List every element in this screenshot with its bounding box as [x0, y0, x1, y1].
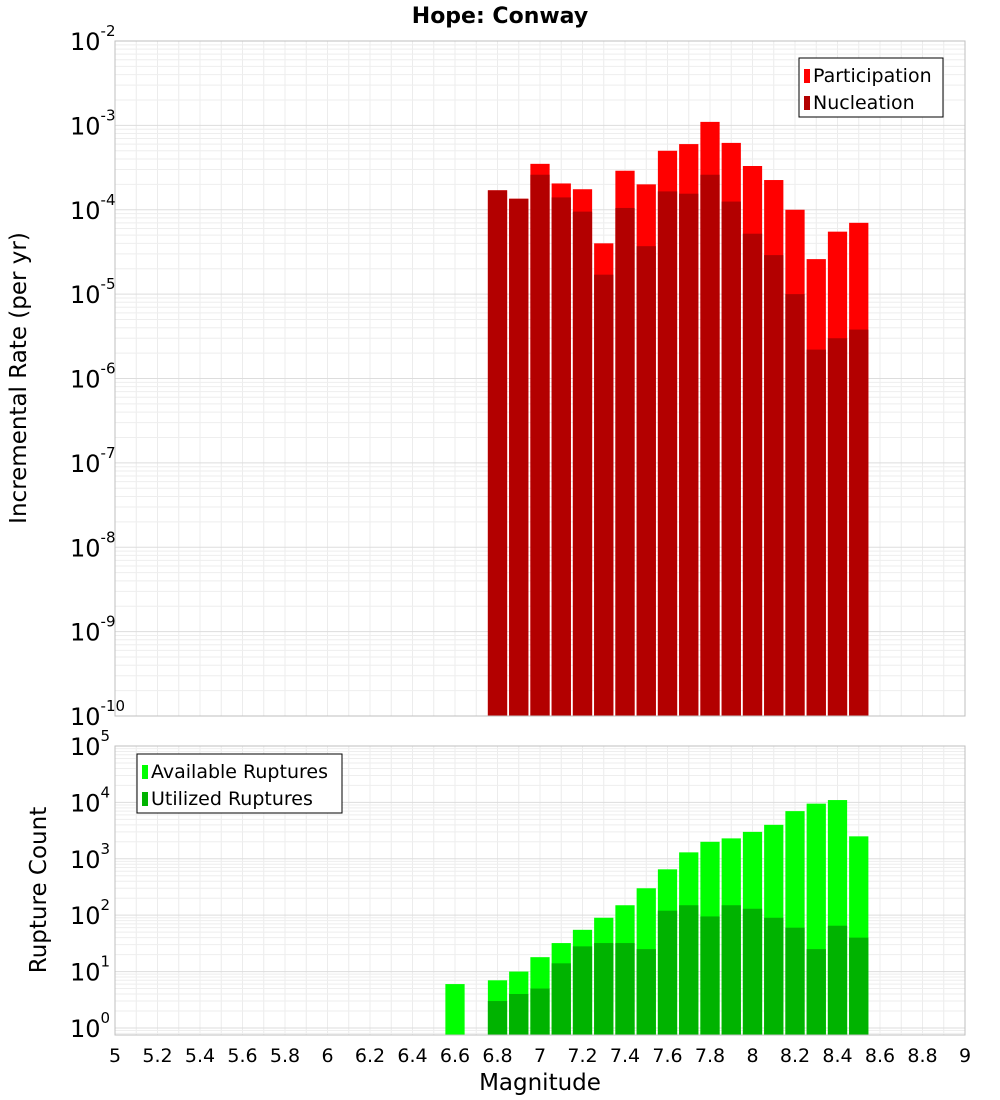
bottom-legend-swatch	[142, 765, 148, 779]
bottom-bar-secondary	[551, 963, 571, 1035]
top-bar-secondary	[742, 233, 763, 716]
x-tick-label: 9	[959, 1045, 971, 1067]
x-tick-label: 5.2	[142, 1045, 172, 1067]
x-tick-label: 5	[109, 1045, 121, 1067]
top-bar-secondary	[615, 207, 635, 716]
top-bar-secondary	[806, 349, 826, 716]
bottom-bar-secondary	[849, 937, 869, 1035]
bottom-legend-box	[136, 753, 343, 814]
top-bar-secondary	[572, 211, 593, 716]
bottom-legend-label: Utilized Ruptures	[151, 788, 313, 810]
top-bar-secondary	[849, 329, 869, 716]
bottom-bar-secondary	[764, 917, 784, 1035]
x-tick-label: 8.6	[865, 1045, 895, 1067]
bottom-bar-secondary	[509, 994, 529, 1035]
top-bar-secondary	[657, 191, 678, 717]
top-bar-secondary	[785, 294, 805, 716]
bottom-bar-secondary	[742, 908, 763, 1035]
bottom-plot-area: 100 101 102 103 104 105 5 5.2 5.4 5.6 5.8 6 6.2 6.4 6.…	[70, 727, 971, 1067]
x-tick-label: 8.2	[780, 1045, 810, 1067]
bottom-bar-secondary	[721, 905, 741, 1035]
x-tick-label: 5.8	[270, 1045, 300, 1067]
x-tick-label: 6.6	[440, 1045, 470, 1067]
bottom-bar-secondary	[594, 943, 614, 1035]
chart-title: Hope: Conway	[412, 4, 588, 29]
bottom-y-tick-label: 105	[70, 727, 110, 761]
top-y-tick-label: 10-2	[70, 22, 116, 56]
top-bar-secondary	[594, 274, 614, 716]
bottom-bar-secondary	[827, 925, 848, 1035]
bottom-y-tick-label: 102	[70, 896, 110, 930]
bottom-bar-secondary	[572, 946, 593, 1035]
top-bar-secondary	[764, 255, 784, 716]
bottom-y-axis-label: Rupture Count	[26, 807, 52, 973]
bottom-legend-label: Available Ruptures	[151, 761, 328, 783]
x-tick-label: 8.4	[822, 1045, 852, 1067]
top-legend-box	[798, 57, 944, 118]
bottom-bar-secondary	[530, 988, 550, 1035]
top-y-tick-label: 10-9	[70, 613, 116, 647]
bottom-bar-secondary	[679, 905, 699, 1035]
top-bar-secondary	[679, 193, 699, 716]
top-plot-area: 10-10 10-9 10-8 10-7 10-6 10-5 10-4 10-3 10-2 Par…	[70, 22, 966, 731]
top-legend-swatch	[804, 69, 810, 83]
bottom-legend-swatch	[142, 792, 148, 806]
top-plot-frame	[114, 40, 966, 717]
x-tick-label: 7.8	[695, 1045, 725, 1067]
top-bar-secondary	[509, 198, 529, 717]
top-legend-label: Participation	[813, 65, 932, 87]
x-tick-label: 7.4	[610, 1045, 640, 1067]
top-legend-label: Nucleation	[813, 92, 915, 114]
bottom-plot-frame	[114, 745, 966, 1036]
x-tick-label: 7.6	[652, 1045, 682, 1067]
top-legend-swatch	[804, 96, 810, 110]
bottom-y-tick-label: 101	[70, 953, 110, 987]
bottom-bar-secondary	[636, 949, 656, 1035]
x-tick-label: 8	[746, 1045, 758, 1067]
bottom-bar-secondary	[615, 943, 635, 1035]
bottom-bar-secondary	[806, 949, 826, 1035]
top-bar-secondary	[636, 246, 656, 716]
bottom-bar-primary	[445, 984, 465, 1035]
bottom-y-tick-label: 100	[70, 1009, 110, 1043]
top-bar-secondary	[487, 190, 508, 716]
top-y-tick-label: 10-7	[70, 444, 116, 478]
x-tick-label: 7.2	[567, 1045, 597, 1067]
bottom-legend: Available Ruptures Utilized Ruptures	[136, 753, 343, 814]
bottom-bar-secondary	[700, 916, 720, 1035]
top-y-tick-label: 10-3	[70, 106, 116, 140]
top-y-axis-label: Incremental Rate (per yr)	[6, 232, 32, 524]
bottom-bar-secondary	[785, 927, 805, 1035]
x-tick-label: 6.4	[397, 1045, 427, 1067]
x-tick-label: 5.6	[227, 1045, 257, 1067]
x-tick-label: 7	[534, 1045, 546, 1067]
x-tick-label: 6.8	[482, 1045, 512, 1067]
bottom-y-tick-label: 103	[70, 840, 110, 874]
bottom-bar-secondary	[657, 910, 678, 1035]
top-y-tick-label: 10-5	[70, 275, 116, 309]
top-y-tick-label: 10-8	[70, 528, 116, 562]
bottom-bar-secondary	[487, 1001, 508, 1035]
top-y-tick-label: 10-10	[70, 697, 125, 731]
top-y-tick-label: 10-6	[70, 360, 116, 394]
top-bar-secondary	[530, 174, 550, 716]
x-tick-label: 6	[321, 1045, 333, 1067]
x-tick-label: 6.2	[355, 1045, 385, 1067]
x-tick-label: 5.4	[185, 1045, 215, 1067]
top-y-tick-label: 10-4	[70, 191, 116, 225]
bottom-y-tick-label: 104	[70, 783, 110, 817]
x-tick-label: 8.8	[907, 1045, 937, 1067]
top-bar-secondary	[700, 174, 720, 716]
top-bar-secondary	[721, 201, 741, 716]
top-bar-secondary	[827, 338, 848, 716]
top-bar-secondary	[551, 197, 571, 717]
x-axis-label: Magnitude	[479, 1070, 601, 1096]
top-legend: Participation Nucleation	[798, 57, 944, 118]
